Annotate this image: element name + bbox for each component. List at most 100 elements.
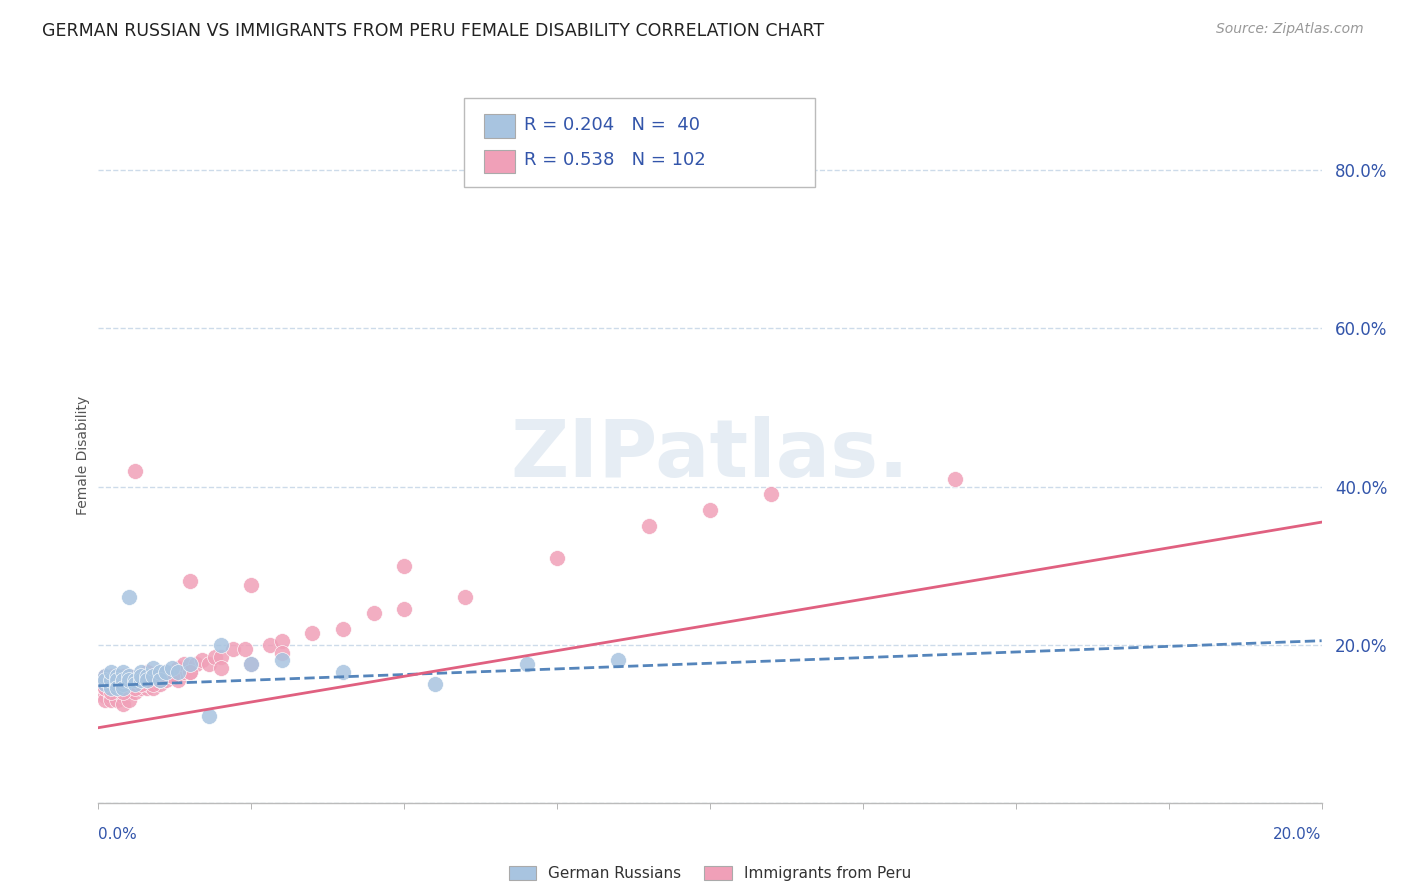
Point <box>759 487 782 501</box>
Point <box>546 550 568 565</box>
Point <box>209 661 232 675</box>
Point <box>332 665 354 680</box>
Point <box>93 685 115 699</box>
Point <box>392 602 416 616</box>
Point <box>105 673 128 688</box>
Point <box>111 697 134 711</box>
Point <box>111 685 134 699</box>
Point <box>118 681 141 695</box>
Point <box>93 681 115 695</box>
Point <box>100 665 122 680</box>
Point <box>100 669 122 683</box>
Point <box>167 661 190 675</box>
Point <box>105 673 128 688</box>
Point <box>111 681 134 695</box>
Point <box>100 685 122 699</box>
Point <box>93 673 115 688</box>
Point <box>173 665 195 680</box>
Point <box>136 669 159 683</box>
Y-axis label: Female Disability: Female Disability <box>76 395 90 515</box>
Point <box>186 657 208 672</box>
Point <box>111 669 134 683</box>
Point <box>160 665 183 680</box>
Point <box>105 681 128 695</box>
Point <box>129 681 152 695</box>
Point <box>118 677 141 691</box>
Point <box>129 665 152 680</box>
Point <box>105 681 128 695</box>
Point <box>124 685 146 699</box>
Point <box>105 669 128 683</box>
Text: 20.0%: 20.0% <box>1274 827 1322 841</box>
Point <box>105 681 128 695</box>
Point <box>160 661 183 675</box>
Point <box>93 681 115 695</box>
Point <box>105 681 128 695</box>
Point <box>179 665 201 680</box>
Point <box>454 591 477 605</box>
Point <box>637 519 661 533</box>
Point <box>142 681 165 695</box>
Point <box>111 673 134 688</box>
Point <box>93 677 115 691</box>
Point <box>105 677 128 691</box>
Point <box>129 677 152 691</box>
Point <box>179 665 201 680</box>
Point <box>179 657 201 672</box>
Point <box>197 657 219 672</box>
Point <box>136 681 159 695</box>
Text: GERMAN RUSSIAN VS IMMIGRANTS FROM PERU FEMALE DISABILITY CORRELATION CHART: GERMAN RUSSIAN VS IMMIGRANTS FROM PERU F… <box>42 22 824 40</box>
Point <box>105 669 128 683</box>
Point <box>93 681 115 695</box>
Point <box>111 677 134 691</box>
Point <box>111 673 134 688</box>
Point <box>118 669 141 683</box>
Point <box>100 681 122 695</box>
Point <box>124 464 146 478</box>
Point <box>124 681 146 695</box>
Point <box>124 677 146 691</box>
Point <box>516 657 538 672</box>
Point <box>118 591 141 605</box>
Point <box>136 673 159 688</box>
Point <box>100 673 122 688</box>
Point <box>129 669 152 683</box>
Point <box>173 657 195 672</box>
Point <box>111 665 134 680</box>
Point <box>105 685 128 699</box>
Point <box>149 673 172 688</box>
Text: R = 0.538   N = 102: R = 0.538 N = 102 <box>524 152 706 169</box>
Point <box>197 708 219 723</box>
Point <box>111 689 134 703</box>
Point <box>111 685 134 699</box>
Point <box>105 677 128 691</box>
Point <box>136 677 159 691</box>
Point <box>118 673 141 688</box>
Point <box>160 669 183 683</box>
Point <box>270 653 292 667</box>
Text: 0.0%: 0.0% <box>98 827 138 841</box>
Point <box>142 673 165 688</box>
Point <box>149 669 172 683</box>
Point <box>93 669 115 683</box>
Point <box>332 622 354 636</box>
Point <box>149 673 172 688</box>
Point <box>100 685 122 699</box>
Point <box>155 665 177 680</box>
Point <box>240 657 263 672</box>
Point <box>607 653 630 667</box>
Point <box>943 472 966 486</box>
Point <box>259 638 281 652</box>
Point <box>155 673 177 688</box>
Text: R = 0.204   N =  40: R = 0.204 N = 40 <box>524 116 700 134</box>
Point <box>209 638 232 652</box>
Point <box>118 669 141 683</box>
Point <box>129 677 152 691</box>
Point <box>100 693 122 707</box>
Point <box>136 673 159 688</box>
Point <box>204 649 226 664</box>
Point <box>160 669 183 683</box>
Point <box>100 677 122 691</box>
Point <box>118 685 141 699</box>
Point <box>363 606 385 620</box>
